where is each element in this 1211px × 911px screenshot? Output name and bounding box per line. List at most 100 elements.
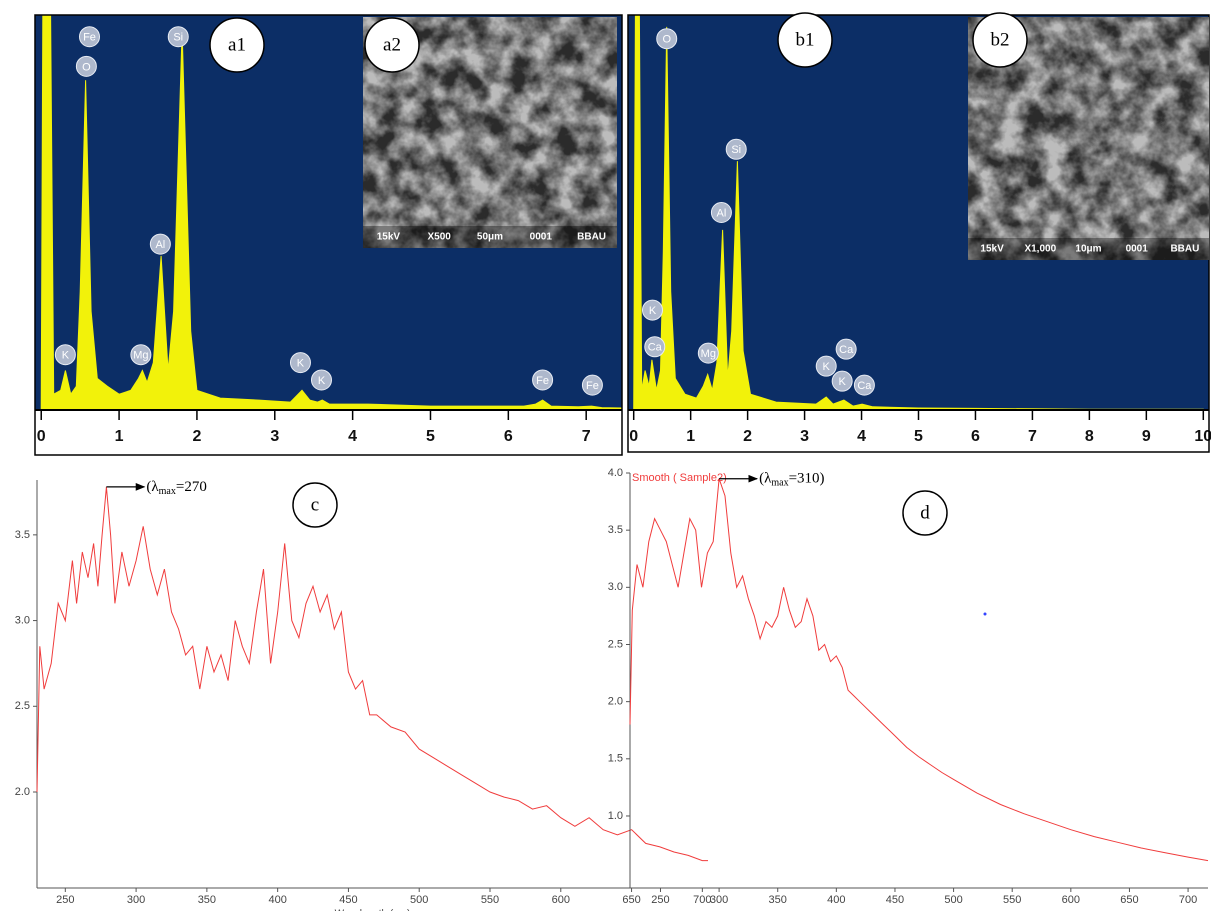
x-axis-label: Wavelength (nm) (335, 909, 411, 911)
sem-info: 15kV (980, 244, 1004, 255)
x-tick-label: 350 (198, 894, 216, 906)
x-tick-label: 700 (693, 894, 711, 906)
x-tick-label: 500 (410, 894, 428, 906)
x-tick-label: 0 (37, 428, 46, 445)
x-tick-label: 550 (481, 894, 499, 906)
element-badge (853, 374, 875, 396)
element-badge (835, 338, 857, 360)
y-tick-label: 3.5 (15, 529, 30, 541)
annotation-part: max (159, 486, 176, 497)
x-tick-label: 4 (348, 428, 357, 445)
x-tick-label: 2 (743, 428, 752, 445)
sem-info-bar (363, 226, 617, 248)
x-tick-label: 5 (426, 428, 435, 445)
x-tick-label: 550 (1003, 894, 1021, 906)
x-tick-label: 6 (971, 428, 980, 445)
sem-info: 15kV (377, 232, 401, 243)
element-badge (54, 344, 76, 366)
annotation-part: (λ (146, 479, 159, 495)
element-label: Fe (586, 380, 599, 392)
panel-badge (292, 482, 338, 528)
element-badge (697, 342, 719, 364)
spectrum-line (36, 486, 708, 862)
x-tick-label: 450 (886, 894, 904, 906)
x-tick-label: 6 (504, 428, 513, 445)
panel-label: b2 (991, 29, 1010, 50)
y-tick-label: 3.0 (15, 614, 30, 626)
x-tick-label: 250 (651, 894, 669, 906)
x-tick-label: 350 (769, 894, 787, 906)
sem-info: 0001 (1126, 244, 1149, 255)
element-label: Fe (83, 32, 96, 44)
panel-label: a1 (228, 34, 246, 55)
element-label: O (82, 61, 91, 73)
element-label: K (839, 376, 847, 388)
x-tick-label: 250 (56, 894, 74, 906)
annotation-part: =310) (789, 471, 825, 487)
element-label: Mg (701, 348, 716, 360)
panel-label: c (311, 494, 319, 515)
element-label: K (649, 305, 657, 317)
sem-info-bar (968, 238, 1209, 260)
x-tick-label: 7 (1028, 428, 1037, 445)
element-badge (815, 355, 837, 377)
panel-label: a2 (383, 34, 401, 55)
x-tick-label: 450 (339, 894, 357, 906)
element-badge (75, 55, 97, 77)
element-badge (831, 370, 853, 392)
sem-info: BBAU (1170, 244, 1199, 255)
element-label: K (823, 361, 831, 373)
x-tick-label: 400 (268, 894, 286, 906)
y-tick-label: 1.0 (608, 810, 623, 822)
x-tick-label: 5 (914, 428, 923, 445)
x-tick-label: 300 (127, 894, 145, 906)
element-badge (167, 26, 189, 48)
element-label: Al (155, 239, 165, 251)
element-badge (641, 299, 663, 321)
element-label: Mg (133, 350, 148, 362)
panel-badge (972, 12, 1028, 68)
x-tick-label: 300 (710, 894, 728, 906)
y-tick-label: 3.5 (608, 524, 623, 536)
element-badge (656, 28, 678, 50)
element-label: Ca (648, 342, 663, 354)
element-label: Ca (839, 344, 854, 356)
series-name: Smooth ( Sample2) (632, 472, 727, 484)
panel-badge (209, 17, 265, 73)
x-tick-label: 4 (857, 428, 866, 445)
element-badge (78, 26, 100, 48)
panel-badge (777, 12, 833, 68)
x-tick-label: 3 (270, 428, 279, 445)
axis-strip (35, 410, 622, 455)
panel-badge (902, 490, 948, 536)
x-tick-label: 700 (1179, 894, 1197, 906)
y-tick-label: 4.0 (608, 467, 623, 479)
x-tick-label: 8 (1085, 428, 1094, 445)
spectrum-line (629, 478, 1209, 862)
element-label: Al (717, 207, 727, 219)
spectrum-area (633, 15, 1204, 410)
sem-info: X1,000 (1024, 244, 1056, 255)
element-badge (725, 138, 747, 160)
annotation-part: max (771, 478, 788, 489)
x-tick-label: 650 (622, 894, 640, 906)
element-label: Si (173, 32, 183, 44)
y-tick-label: 3.0 (608, 581, 623, 593)
annotation: (λmax=310) (759, 471, 824, 489)
panel-badge (364, 17, 420, 73)
element-badge (532, 369, 554, 391)
sem-info: X500 (428, 232, 452, 243)
panel-label: b1 (796, 29, 815, 50)
sem-info: 50μm (477, 232, 503, 243)
element-label: Si (731, 144, 741, 156)
element-badge (130, 344, 152, 366)
x-tick-label: 2 (192, 428, 201, 445)
x-tick-label: 9 (1142, 428, 1151, 445)
x-tick-label: 1 (686, 428, 695, 445)
y-tick-label: 2.0 (608, 696, 623, 708)
y-tick-label: 2.5 (608, 638, 623, 650)
sem-info: 0001 (530, 232, 553, 243)
x-tick-label: 500 (944, 894, 962, 906)
element-badge (149, 233, 171, 255)
